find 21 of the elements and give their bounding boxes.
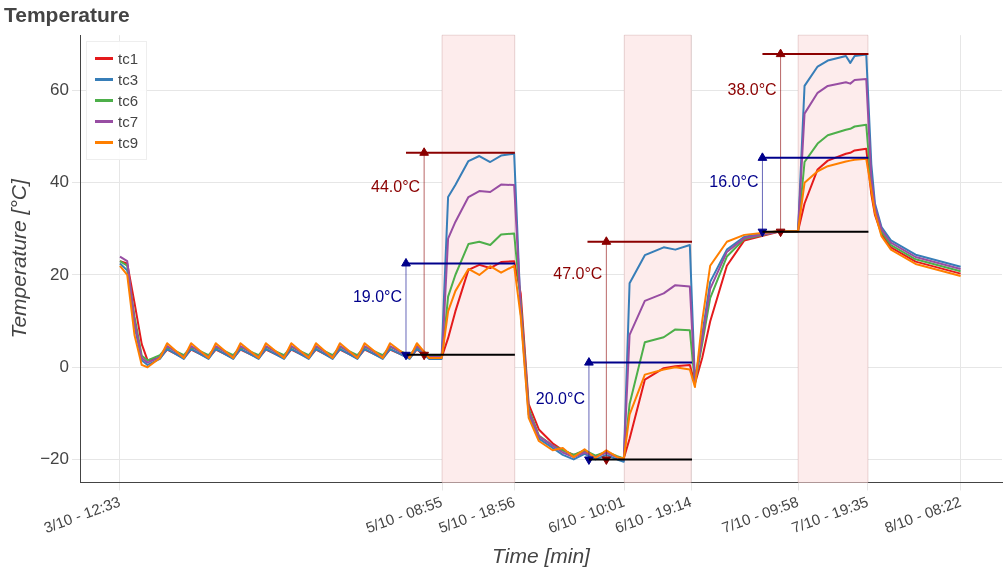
y-axis-title: Temperature [°C]	[7, 178, 31, 339]
annotation: 20.0°C	[535, 389, 585, 407]
annotation: 19.0°C	[352, 288, 402, 306]
legend-label: tc6	[118, 91, 139, 112]
chart-title: Temperature	[4, 3, 130, 27]
annotation: 44.0°C	[371, 177, 421, 195]
legend-label: tc3	[118, 70, 139, 91]
x-axis-title: Time [min]	[492, 544, 592, 568]
annotation: 38.0°C	[727, 80, 777, 98]
legend-label: tc1	[118, 49, 139, 70]
legend-label: tc9	[118, 133, 139, 154]
y-tick-label: 60	[50, 80, 70, 100]
annotation: 47.0°C	[553, 265, 603, 283]
y-tick-label: −20	[40, 449, 70, 469]
y-tick-label: 20	[50, 264, 70, 284]
x-tick-label: 3/10 - 12:33	[41, 492, 123, 537]
legend-label: tc7	[118, 112, 139, 133]
y-tick-label: 0	[59, 356, 70, 376]
annotation: 16.0°C	[709, 173, 759, 191]
y-tick-label: 40	[50, 172, 70, 192]
x-tick-label: 8/10 - 08:22	[882, 492, 964, 537]
